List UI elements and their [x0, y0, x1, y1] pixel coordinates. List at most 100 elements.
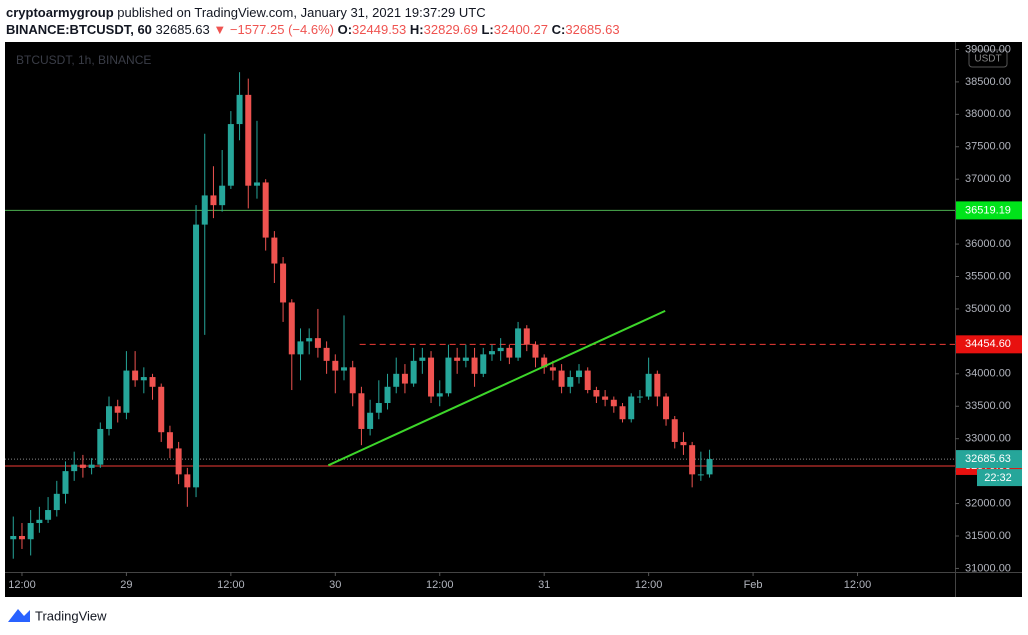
change: −1577.25 (−4.6%) [229, 22, 334, 37]
candle-body [410, 360, 417, 384]
candle-body [384, 386, 391, 404]
candle-body [227, 124, 234, 186]
y-tick-label: 31500.00 [965, 530, 1011, 542]
last-price-badge [956, 450, 1022, 469]
level-label: 36519.19 [965, 204, 1011, 216]
candle-body [36, 519, 43, 524]
header: cryptoarmygroup published on TradingView… [6, 4, 620, 38]
candle-body [619, 406, 626, 420]
symbol: BINANCE:BTCUSDT, 60 [6, 22, 152, 37]
candle-body [323, 347, 330, 361]
candle-body [436, 393, 443, 397]
y-tick-label: 33500.00 [965, 400, 1011, 412]
watermark: BTCUSDT, 1h, BINANCE [16, 53, 151, 67]
candle-body [175, 448, 182, 475]
c-label: C: [551, 22, 566, 37]
y-tick-label: 38500.00 [965, 76, 1011, 88]
x-tick-label: 12:00 [8, 579, 36, 591]
candle-body [79, 464, 86, 468]
y-tick-label: 35500.00 [965, 270, 1011, 282]
candle-body [654, 373, 661, 397]
candle-body [62, 471, 69, 494]
candle-body [680, 441, 687, 446]
candle-body [628, 396, 635, 420]
candle-body [445, 357, 452, 394]
level-badge [956, 335, 1022, 354]
countdown: 22:32 [984, 472, 1012, 484]
h-label: H: [409, 22, 424, 37]
candle-body [53, 493, 60, 511]
x-tick-label: 29 [120, 579, 132, 591]
candle-body [140, 377, 147, 381]
candle-body [584, 370, 591, 391]
currency: USDT [974, 54, 1001, 65]
footer-logo [8, 609, 30, 622]
candle-body [689, 445, 696, 475]
candle-body [393, 373, 400, 387]
l-label: L: [481, 22, 494, 37]
y-tick-label: 35000.00 [965, 303, 1011, 315]
x-tick-label: 12:00 [426, 579, 454, 591]
candle-body [262, 182, 269, 238]
candle-body [114, 406, 121, 413]
candle-body [236, 94, 243, 125]
countdown-badge [977, 469, 1022, 487]
candle-body [488, 351, 495, 355]
open: 32449.53 [352, 22, 407, 37]
candle-body [123, 370, 130, 413]
candle-body [471, 357, 478, 374]
candle-body [593, 390, 600, 397]
candle-body [245, 94, 252, 186]
candle-body [158, 386, 165, 433]
candle-body [166, 432, 173, 449]
low: 32400.27 [493, 22, 548, 37]
footer-brand: TradingView [35, 608, 107, 623]
candle-body [523, 328, 530, 345]
close: 32685.63 [565, 22, 620, 37]
level-badge [956, 201, 1022, 220]
candle-body [341, 367, 348, 371]
candle-body [645, 373, 652, 397]
candle-body [663, 396, 670, 420]
candle-body [462, 357, 469, 361]
candle-body [576, 370, 583, 378]
o-label: O: [337, 22, 353, 37]
candle-body [219, 185, 226, 206]
published: published on TradingView.com, January 31… [117, 5, 486, 20]
candle-body [541, 357, 548, 368]
candle-body [297, 341, 304, 355]
candle-body [271, 237, 278, 264]
x-tick-label: 12:00 [844, 579, 872, 591]
candle-body [549, 367, 556, 371]
candle-body [349, 367, 356, 394]
trendline [327, 309, 666, 467]
candle-body [636, 396, 643, 398]
last-price-label: 32685.63 [965, 453, 1011, 465]
price: 32685.63 [155, 22, 210, 37]
candle-body [45, 510, 52, 520]
candle-body [132, 370, 139, 381]
y-tick-label: 37500.00 [965, 141, 1011, 153]
high: 32829.69 [423, 22, 478, 37]
candle-body [506, 347, 513, 358]
x-tick-label: 31 [538, 579, 550, 591]
arrow: ▼ [213, 22, 227, 37]
x-tick-label: 30 [329, 579, 341, 591]
candle-body [106, 406, 113, 429]
candle-body [454, 357, 461, 361]
candle-body [253, 182, 260, 186]
candle-body [18, 535, 25, 540]
candle-body [280, 263, 287, 303]
y-tick-label: 37000.00 [965, 173, 1011, 185]
x-tick-label: 12:00 [635, 579, 663, 591]
level-label: 34454.60 [965, 338, 1011, 350]
candle-body [314, 338, 321, 348]
candle-body [428, 357, 435, 397]
y-tick-label: 38000.00 [965, 108, 1011, 120]
header-line-1: cryptoarmygroup published on TradingView… [6, 4, 620, 21]
y-tick-label: 36000.00 [965, 238, 1011, 250]
y-tick-label: 39000.00 [965, 43, 1011, 55]
x-tick-label: Feb [744, 579, 763, 591]
